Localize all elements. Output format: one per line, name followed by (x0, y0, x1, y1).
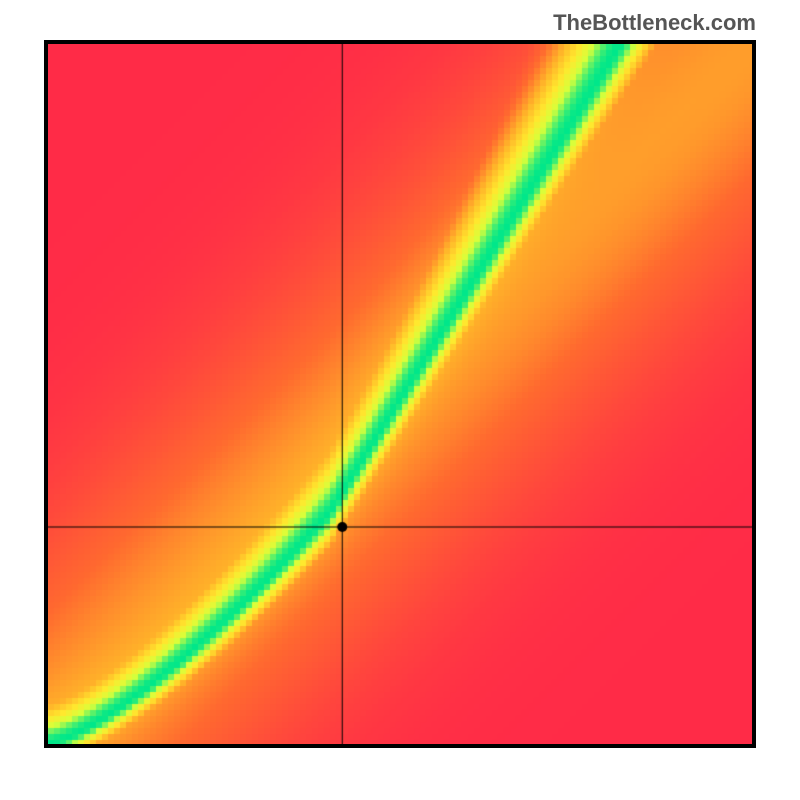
chart-border (44, 40, 756, 748)
watermark-text: TheBottleneck.com (553, 10, 756, 36)
chart-container: TheBottleneck.com (0, 0, 800, 800)
